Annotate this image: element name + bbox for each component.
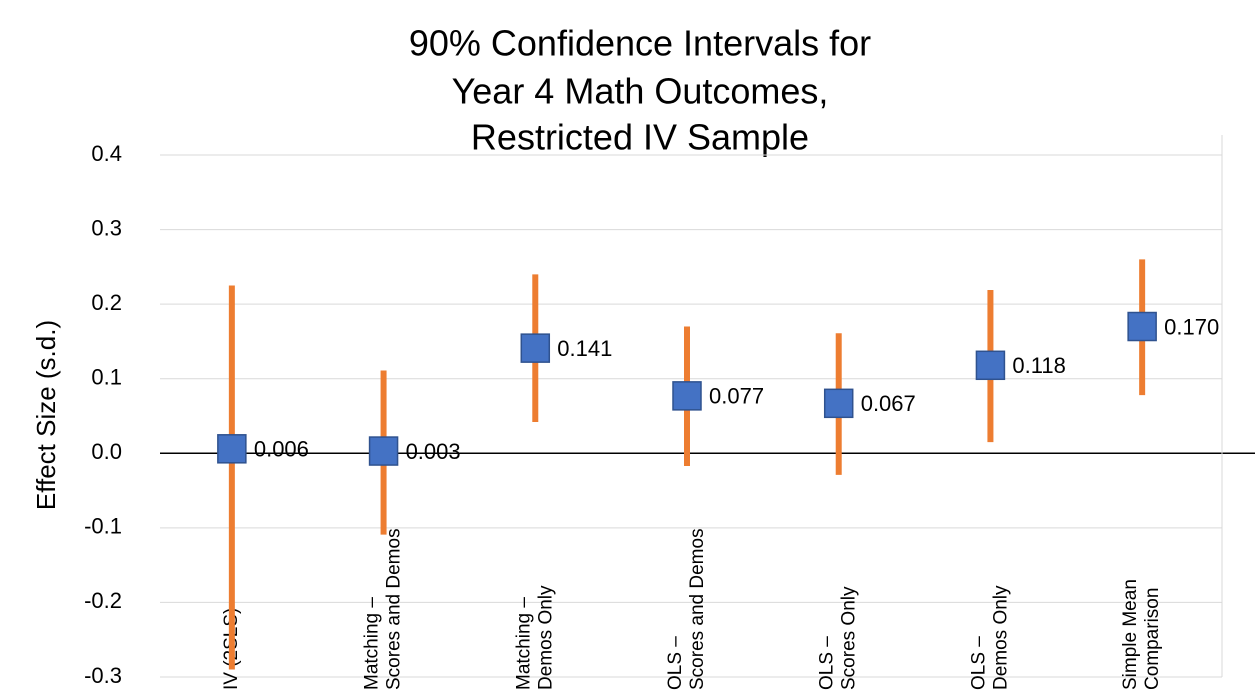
- point-marker: [217, 434, 247, 464]
- x-tick-label: Demos Only: [990, 585, 1011, 690]
- y-tick-label: 0.0: [91, 439, 122, 464]
- chart-title: 90% Confidence Intervals for: [409, 23, 871, 64]
- data-label: 0.118: [1012, 353, 1065, 378]
- point-marker: [1127, 311, 1157, 342]
- x-tick-label: Comparison: [1142, 588, 1163, 690]
- x-tick-label: Demos Only: [535, 585, 556, 690]
- point-marker: [368, 436, 399, 466]
- x-tick-label: OLS –: [817, 636, 838, 690]
- chart-title: Year 4 Math Outcomes,: [452, 71, 829, 112]
- x-tick-label: Scores and Demos: [384, 528, 405, 690]
- y-axis-label: Effect Size (s.d.): [31, 320, 61, 510]
- point-marker: [975, 350, 1006, 381]
- y-tick-label: 0.1: [91, 365, 122, 390]
- y-tick-label: 0.2: [91, 290, 122, 315]
- y-tick-label: -0.1: [84, 514, 122, 539]
- point-marker: [823, 388, 854, 419]
- data-label: 0.006: [254, 437, 309, 462]
- point-marker: [520, 333, 551, 363]
- data-label: 0.067: [861, 391, 916, 416]
- y-tick-label: -0.2: [84, 588, 122, 613]
- y-tick-label: -0.3: [84, 663, 122, 688]
- x-tick-label: Simple Mean: [1120, 579, 1141, 690]
- x-tick-label: Scores and Demos: [687, 528, 708, 690]
- x-tick-label: Matching –: [513, 597, 534, 690]
- x-tick-label: OLS –: [968, 636, 989, 690]
- y-tick-label: 0.3: [91, 215, 122, 240]
- data-label: 0.003: [406, 439, 461, 464]
- x-tick-label: OLS –: [665, 636, 686, 690]
- data-label: 0.170: [1164, 314, 1219, 339]
- y-tick-label: 0.4: [91, 141, 122, 166]
- chart-title: Restricted IV Sample: [471, 117, 809, 158]
- point-marker: [672, 381, 702, 411]
- data-label: 0.077: [709, 384, 764, 409]
- x-tick-label: Matching –: [362, 597, 383, 690]
- data-label: 0.141: [557, 336, 612, 361]
- x-tick-label: Scores Only: [839, 586, 860, 690]
